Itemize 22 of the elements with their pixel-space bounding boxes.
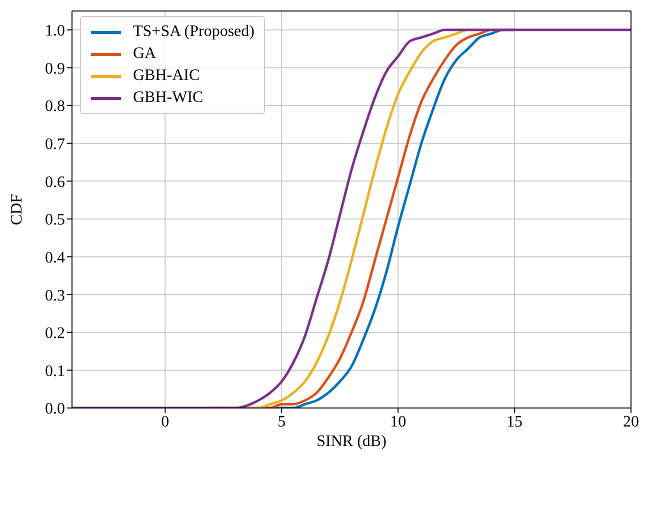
y-tick-label: 0.8 — [45, 98, 65, 116]
x-tick-label: 5 — [278, 413, 286, 430]
y-tick-label: 0.0 — [45, 400, 65, 418]
legend-label: TS+SA (Proposed) — [133, 22, 254, 42]
legend-label: GBH-WIC — [133, 88, 204, 108]
y-tick-label: 0.5 — [45, 212, 65, 229]
y-tick-label: 0.7 — [45, 136, 65, 154]
legend-label: GBH-AIC — [133, 66, 200, 86]
y-axis-title: CDF — [8, 194, 26, 226]
y-tick-label: 0.1 — [45, 362, 65, 380]
x-tick-label: 0 — [161, 413, 170, 430]
x-tick-label: 15 — [506, 413, 523, 430]
y-tick-label: 0.2 — [45, 325, 65, 342]
x-axis-title: SINR (dB) — [316, 433, 386, 450]
x-tick-label: 10 — [390, 413, 406, 430]
x-tick-label: 20 — [623, 413, 639, 430]
y-tick-label: 0.6 — [45, 174, 65, 191]
legend-label: GA — [133, 44, 156, 64]
y-tick-label: 1.0 — [45, 22, 65, 40]
y-tick-label: 0.4 — [45, 249, 65, 266]
y-tick-label: 0.9 — [45, 60, 65, 78]
y-tick-label: 0.3 — [45, 287, 65, 304]
